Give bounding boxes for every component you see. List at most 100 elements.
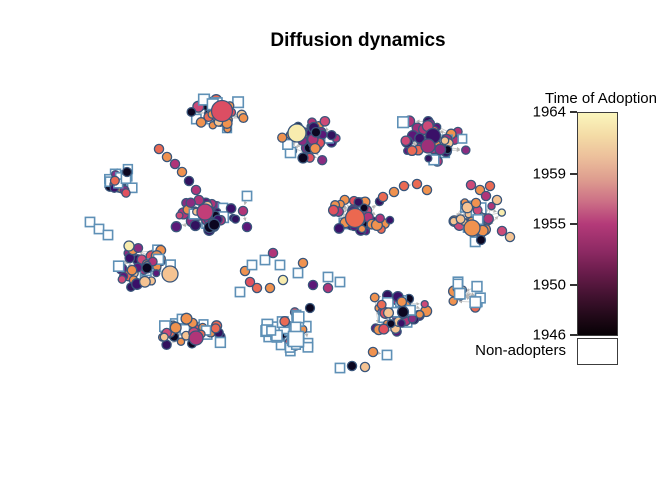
adopter-node: [297, 257, 309, 269]
adopter-node: [424, 154, 433, 163]
adopter-node: [420, 299, 429, 309]
adopter-node: [396, 318, 406, 328]
adopter-node: [123, 240, 135, 252]
adopter-node: [353, 197, 364, 208]
legend-tick-label: 1964: [532, 103, 566, 121]
non-adopter-node: [266, 325, 277, 336]
adopter-node: [482, 213, 494, 225]
adopter-node: [388, 186, 400, 198]
legend-tick-label: 1950: [532, 276, 566, 294]
adopter-node: [210, 99, 234, 123]
adopter-node: [400, 135, 412, 147]
non-adopter-node: [292, 311, 305, 324]
adopter-node: [230, 214, 241, 224]
adopter-node: [497, 208, 507, 217]
legend-title: Time of Adoption: [544, 90, 657, 107]
adopter-node: [190, 184, 202, 196]
adopter-node: [406, 145, 418, 157]
adopter-node: [396, 305, 410, 319]
adopter-node: [304, 302, 316, 314]
adopter-node: [152, 269, 161, 278]
adopter-node: [317, 155, 328, 166]
adopter-node: [251, 282, 263, 294]
adopter-node: [346, 360, 358, 372]
legend-tick-mark: [570, 222, 577, 225]
adopter-node: [133, 242, 144, 254]
adopter-node: [109, 175, 120, 186]
adopter-node: [196, 203, 214, 221]
adopter-node: [175, 211, 184, 220]
adopter-node: [121, 188, 131, 198]
non-adopter-node: [381, 349, 393, 361]
non-adopter-node: [469, 296, 482, 309]
non-adopter-node: [292, 267, 304, 279]
adopter-node: [359, 361, 371, 373]
adopter-node: [496, 225, 508, 237]
non-adopter-node: [453, 287, 466, 300]
adopter-node: [411, 178, 423, 190]
legend-tick-mark: [570, 172, 577, 175]
non-adopter-node: [457, 133, 468, 144]
non-adopter-node: [302, 341, 314, 353]
adopter-node: [126, 264, 138, 276]
non-adopter-node: [246, 259, 258, 271]
network-nodes-layer: [84, 93, 516, 374]
adopter-node: [186, 107, 197, 117]
adopter-node: [398, 180, 410, 192]
adopter-node: [277, 274, 289, 286]
adopter-node: [455, 214, 466, 225]
adopter-node: [378, 323, 390, 335]
adopter-node: [309, 142, 321, 155]
adopter-node: [238, 112, 249, 124]
plot-title: Diffusion dynamics: [270, 30, 446, 51]
adopter-node: [396, 296, 408, 308]
non-adopter-node: [112, 260, 125, 273]
adopter-node: [385, 215, 395, 225]
adopter-node: [141, 262, 153, 274]
adopter-node: [375, 213, 385, 224]
non-adopter-node: [241, 190, 253, 202]
adopter-node: [208, 218, 221, 231]
adopter-node: [241, 221, 253, 233]
legend-non-adopters-swatch: [577, 338, 618, 365]
adopter-node: [161, 265, 179, 283]
non-adopter-node: [282, 138, 294, 151]
legend-gradient-bar: [577, 112, 618, 336]
legend-tick-mark: [570, 334, 577, 336]
adopter-node: [487, 201, 496, 211]
legend-tick-label: 1955: [532, 215, 566, 232]
adopter-node: [475, 234, 487, 246]
non-adopter-node: [471, 280, 483, 293]
adopter-node: [367, 346, 379, 358]
non-adopter-node: [234, 286, 246, 298]
adopter-node: [319, 115, 331, 127]
adopter-node: [407, 314, 417, 324]
adopter-node: [504, 231, 516, 243]
non-adopter-node: [274, 259, 286, 271]
adopter-node: [264, 282, 276, 294]
adopter-node: [470, 197, 482, 209]
adopter-node: [344, 207, 366, 229]
adopter-node: [267, 247, 279, 259]
adopter-node: [480, 190, 492, 202]
adopter-node: [327, 204, 340, 216]
adopter-node: [244, 276, 256, 288]
legend-tick-mark: [570, 284, 577, 287]
adopter-node: [491, 194, 503, 206]
legend-non-adopters-label: Non-adopters: [475, 342, 566, 359]
adopter-node: [161, 151, 173, 163]
adopter-node: [176, 166, 188, 178]
adopter-node: [169, 321, 182, 334]
adopter-node: [377, 191, 389, 203]
adopter-node: [484, 180, 496, 192]
adopter-node: [386, 319, 396, 329]
adopter-node: [138, 275, 151, 288]
adopter-node: [307, 279, 319, 291]
adopter-node: [326, 130, 337, 141]
non-adopter-node: [259, 254, 271, 266]
adopter-node: [169, 158, 181, 170]
adopter-node: [180, 312, 193, 325]
adopter-node: [415, 309, 425, 319]
adopter-node: [117, 274, 127, 284]
